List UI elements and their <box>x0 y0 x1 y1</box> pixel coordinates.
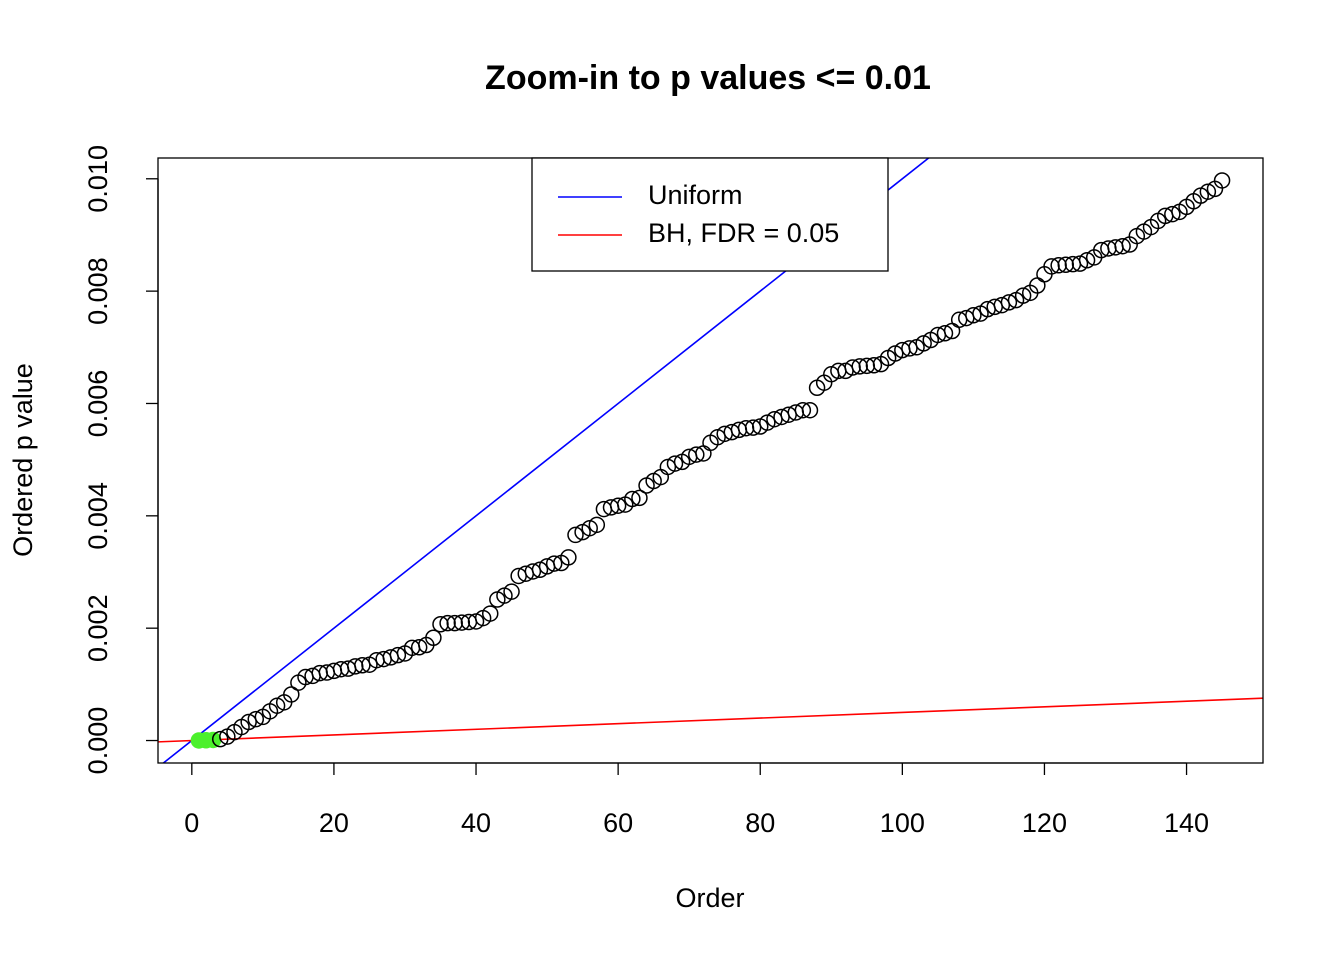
point <box>631 489 648 507</box>
x-tick-label: 100 <box>880 808 925 838</box>
point <box>247 710 265 728</box>
y-tick-label: 0.004 <box>83 482 113 550</box>
point <box>1164 205 1181 223</box>
point <box>545 555 563 572</box>
point <box>901 340 918 357</box>
y-axis-label: Ordered p value <box>8 363 38 557</box>
point <box>425 629 442 646</box>
point <box>794 401 812 419</box>
point <box>1114 237 1131 255</box>
point <box>283 686 300 703</box>
y-tick-label: 0.006 <box>83 370 113 438</box>
point <box>1213 172 1231 189</box>
point <box>1199 183 1217 200</box>
reference-line <box>158 697 1263 743</box>
point <box>801 401 819 419</box>
point <box>993 296 1011 314</box>
point <box>1078 251 1096 269</box>
x-tick-label: 0 <box>184 808 199 838</box>
reference-line <box>162 158 930 763</box>
point <box>524 563 542 580</box>
point <box>389 646 407 664</box>
x-tick-label: 80 <box>745 808 775 838</box>
chart-title: Zoom-in to p values <= 0.01 <box>485 59 931 97</box>
point <box>688 446 705 463</box>
x-tick-label: 60 <box>603 808 633 838</box>
point <box>560 549 577 566</box>
point <box>965 307 982 324</box>
y-tick-label: 0.008 <box>83 257 113 325</box>
point <box>1014 287 1032 304</box>
plot-area <box>158 158 1263 763</box>
point <box>865 357 883 374</box>
point <box>744 419 762 436</box>
y-tick-label: 0.002 <box>83 594 113 662</box>
legend-label: BH, FDR = 0.05 <box>648 218 839 248</box>
point <box>666 455 684 472</box>
point <box>240 713 257 731</box>
x-tick-label: 40 <box>461 808 491 838</box>
y-tick-label: 0.000 <box>83 707 113 775</box>
point <box>481 605 499 622</box>
point <box>567 526 584 544</box>
point <box>609 497 627 514</box>
y-tick-label: 0.010 <box>83 145 113 213</box>
x-tick-label: 140 <box>1164 808 1209 838</box>
point <box>439 614 456 632</box>
x-tick-label: 120 <box>1022 808 1067 838</box>
point <box>624 490 641 508</box>
x-tick-label: 20 <box>319 808 349 838</box>
point <box>503 583 520 600</box>
point <box>354 657 371 674</box>
point <box>1000 294 1018 311</box>
legend-label: Uniform <box>648 180 743 210</box>
point <box>410 639 428 656</box>
point <box>211 730 229 748</box>
x-axis-label: Order <box>675 883 744 913</box>
point <box>936 325 954 342</box>
legend-box <box>531 157 889 272</box>
point <box>588 516 606 534</box>
